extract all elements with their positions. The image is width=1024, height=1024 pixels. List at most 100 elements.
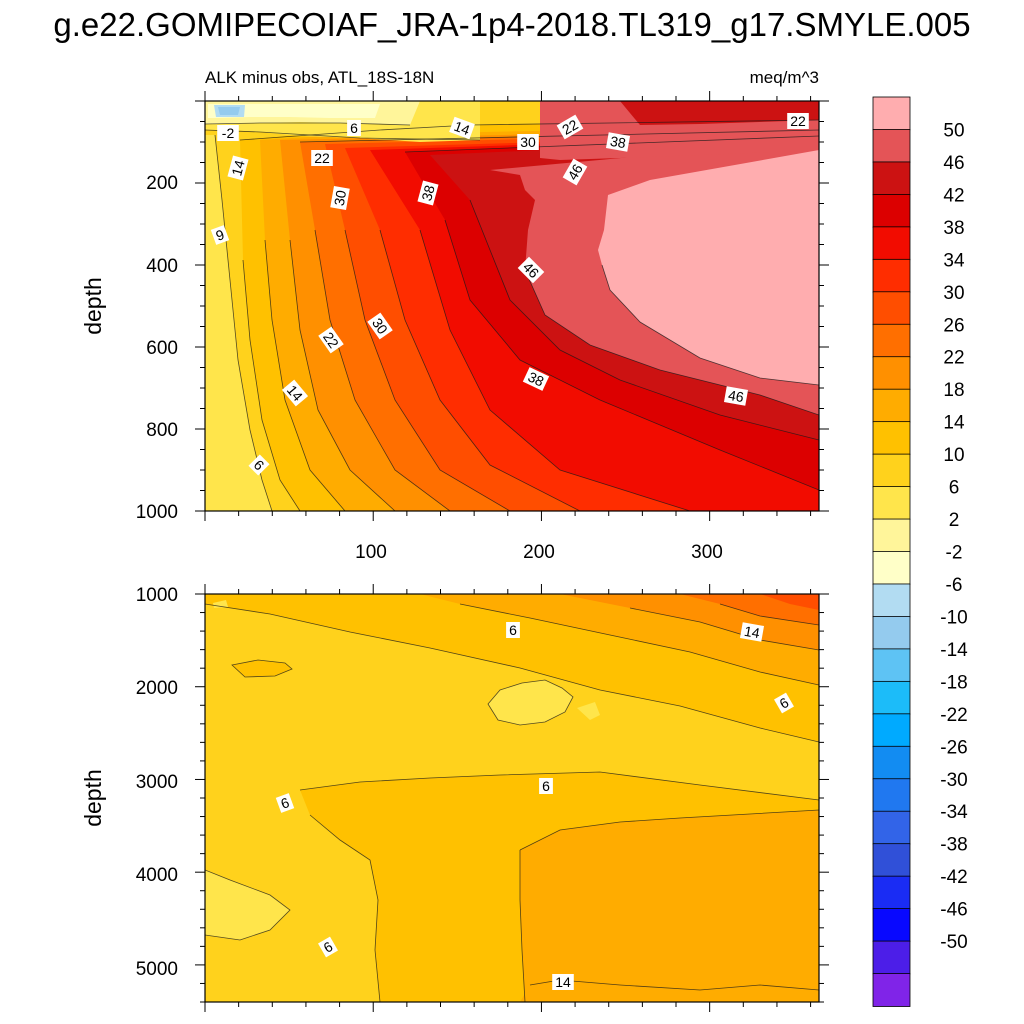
colorbar-swatch xyxy=(872,680,911,715)
colorbar-label: -6 xyxy=(946,575,963,596)
chart-title: g.e22.GOMIPECOIAF_JRA-1p4-2018.TL319_g17… xyxy=(53,6,971,43)
y-tick-label: 4000 xyxy=(136,865,178,886)
contour-label: 30 xyxy=(367,312,393,340)
colorbar-swatch xyxy=(872,486,911,520)
svg-text:46: 46 xyxy=(727,387,745,405)
contour-label: 6 xyxy=(275,793,295,813)
contour-label: 6 xyxy=(774,692,794,714)
colorbar-swatch xyxy=(872,161,911,196)
band-50 xyxy=(598,150,819,385)
contour-label: 22 xyxy=(318,326,344,354)
band-surface-m14 xyxy=(218,107,240,115)
svg-text:14: 14 xyxy=(228,158,248,177)
contour-labels-upper: -2 6 14 22 30 22 38 46 22 14 22 30 38 9 … xyxy=(210,113,809,476)
x-tick-label: 300 xyxy=(691,542,723,563)
colorbar-swatch xyxy=(872,96,911,131)
colorbar-swatch xyxy=(872,323,911,358)
colorbar-swatch xyxy=(872,291,911,326)
svg-text:14: 14 xyxy=(452,118,472,138)
colorbar-label: -30 xyxy=(940,770,967,791)
svg-text:22: 22 xyxy=(790,113,806,129)
colorbar-swatch xyxy=(872,908,911,942)
contour-label: 6 xyxy=(539,778,553,794)
colorbar-label: -46 xyxy=(940,900,967,921)
units-label: meq/m^3 xyxy=(750,68,819,87)
y-tick-label: 800 xyxy=(146,420,178,441)
contour-label: 38 xyxy=(417,180,439,206)
y-tick-label: 1000 xyxy=(136,585,178,606)
contour-label: 38 xyxy=(605,132,631,152)
contour-label: 30 xyxy=(330,185,350,211)
upper-y-tick-labels: 200 400 600 800 1000 xyxy=(136,173,178,523)
colorbar-swatch xyxy=(872,226,911,261)
colorbar-label: 26 xyxy=(943,315,964,336)
svg-text:22: 22 xyxy=(559,116,581,138)
band-surface-m6 xyxy=(208,104,380,118)
colorbar-label: -50 xyxy=(940,932,967,953)
colorbar-swatch xyxy=(872,940,911,975)
contour-label: 14 xyxy=(739,622,765,642)
contour-label: 46 xyxy=(517,256,545,284)
upper-x-tick-labels: 100 200 300 xyxy=(355,542,723,563)
contour-label: 14 xyxy=(281,379,309,407)
colorbar-swatch xyxy=(872,810,911,845)
colorbar-swatch xyxy=(872,616,911,650)
axis-ticks xyxy=(195,91,829,1012)
y-tick-label: 2000 xyxy=(136,678,178,699)
colorbar-swatch xyxy=(872,421,911,456)
lower-y-axis-title: depth xyxy=(80,769,106,827)
contour-label: 6 xyxy=(347,120,361,136)
svg-text:30: 30 xyxy=(331,189,349,207)
contour-label: 46 xyxy=(723,386,749,406)
colorbar-label: 34 xyxy=(943,250,965,271)
band-14-deep xyxy=(520,810,819,1002)
svg-text:6: 6 xyxy=(509,622,517,638)
colorbar-label: -26 xyxy=(940,737,967,758)
contour-label: 38 xyxy=(522,367,550,391)
y-tick-label: 3000 xyxy=(136,772,178,793)
colorbar-label: 6 xyxy=(949,478,960,499)
colorbar-swatch xyxy=(872,583,911,618)
colorbar-swatch xyxy=(872,875,911,910)
y-tick-label: 1000 xyxy=(136,502,178,523)
contour-lines-lower xyxy=(205,603,819,1002)
colorbar-swatch xyxy=(872,973,911,1007)
colorbar: 50 46 42 38 34 30 26 22 18 14 10 6 2 -2 -6 -10 -14 -18 -22… xyxy=(872,96,968,1007)
band-2-center xyxy=(488,680,573,725)
contour-label: 14 xyxy=(552,974,574,990)
contour-label: 6 xyxy=(318,936,338,958)
svg-text:38: 38 xyxy=(609,133,627,151)
svg-text:14: 14 xyxy=(555,974,571,990)
y-tick-label: 5000 xyxy=(136,959,178,980)
contour-label: 6 xyxy=(248,454,270,476)
colorbar-label: 10 xyxy=(943,445,964,466)
upper-y-axis-title: depth xyxy=(80,277,106,335)
band-2-left xyxy=(205,870,290,940)
colorbar-label: -22 xyxy=(940,705,967,726)
colorbar-swatch xyxy=(872,453,911,488)
band-26-lower xyxy=(760,594,819,610)
variable-label: ALK minus obs, ATL_18S-18N xyxy=(205,68,434,87)
x-tick-label: 100 xyxy=(355,542,387,563)
y-tick-label: 600 xyxy=(146,338,178,359)
colorbar-swatch xyxy=(872,388,911,423)
y-tick-label: 400 xyxy=(146,256,178,277)
colorbar-swatch xyxy=(872,356,911,391)
upper-panel: -2 6 14 22 30 22 38 46 22 14 22 30 38 9 … xyxy=(205,101,819,511)
x-tick-label: 200 xyxy=(523,542,555,563)
colorbar-label: 50 xyxy=(943,120,964,141)
colorbar-label: 14 xyxy=(943,413,965,434)
svg-text:38: 38 xyxy=(418,183,438,202)
contour-label: 22 xyxy=(787,113,809,129)
colorbar-swatch xyxy=(872,843,911,878)
band-10-blob xyxy=(232,660,292,677)
lower-panel: 6 14 6 6 6 6 14 xyxy=(205,594,819,1002)
contour-label: 9 xyxy=(210,225,230,245)
colorbar-label: 46 xyxy=(943,153,964,174)
colorbar-label: -14 xyxy=(940,640,968,661)
colorbar-swatch xyxy=(872,193,911,228)
contour-label: -2 xyxy=(217,125,239,141)
colorbar-label: 2 xyxy=(949,510,960,531)
colorbar-swatch xyxy=(872,129,911,163)
